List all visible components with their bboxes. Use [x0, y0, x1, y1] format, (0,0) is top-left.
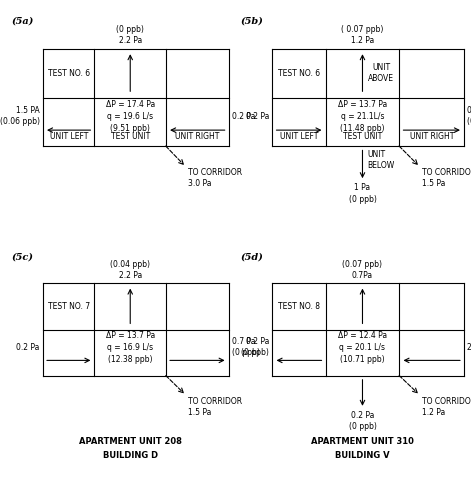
- Text: TO CORRIDOR
1.5 Pa: TO CORRIDOR 1.5 Pa: [422, 169, 471, 188]
- Text: (5c): (5c): [12, 253, 33, 262]
- Text: ΔP = 12.4 Pa
q = 20.1 L/s
(10.71 ppb): ΔP = 12.4 Pa q = 20.1 L/s (10.71 ppb): [338, 331, 387, 364]
- Text: TEST NO. 6: TEST NO. 6: [278, 69, 320, 78]
- Text: ΔP = 13.7 Pa
q = 21.1L/s
(11.48 ppb): ΔP = 13.7 Pa q = 21.1L/s (11.48 ppb): [338, 100, 387, 132]
- Text: 2.2 Pa: 2.2 Pa: [468, 343, 471, 352]
- Text: ( 0.07 ppb)
1.2 Pa: ( 0.07 ppb) 1.2 Pa: [341, 26, 384, 45]
- Text: TEST UNIT: TEST UNIT: [343, 131, 382, 141]
- Text: 0.2 Pa
(0 ppb): 0.2 Pa (0 ppb): [349, 411, 376, 431]
- Text: (0.04 ppb)
2.2 Pa: (0.04 ppb) 2.2 Pa: [110, 260, 150, 280]
- Text: 0.5 Pa
(0 ppb): 0.5 Pa (0 ppb): [468, 106, 471, 126]
- Text: APARTMENT UNIT 208: APARTMENT UNIT 208: [79, 437, 182, 446]
- Text: 0.2 Pa: 0.2 Pa: [232, 112, 255, 121]
- Text: APARTMENT UNIT 310: APARTMENT UNIT 310: [311, 437, 414, 446]
- Text: 0.2 Pa: 0.2 Pa: [246, 112, 269, 121]
- Text: (5b): (5b): [240, 16, 263, 26]
- Text: TEST NO. 8: TEST NO. 8: [278, 302, 320, 311]
- Text: (5d): (5d): [240, 253, 263, 262]
- Text: ΔP = 17.4 Pa
q = 19.6 L/s
(9.51 ppb): ΔP = 17.4 Pa q = 19.6 L/s (9.51 ppb): [106, 100, 155, 132]
- Text: 0.2 Pa: 0.2 Pa: [16, 343, 40, 352]
- Text: TEST NO. 6: TEST NO. 6: [48, 69, 90, 78]
- Text: TEST UNIT: TEST UNIT: [111, 131, 150, 141]
- Text: 0.7 Pa
(0 ppb): 0.7 Pa (0 ppb): [232, 337, 260, 357]
- Text: UNIT RIGHT: UNIT RIGHT: [409, 131, 454, 141]
- Text: UNIT RIGHT: UNIT RIGHT: [175, 131, 219, 141]
- Text: BUILDING V: BUILDING V: [335, 452, 390, 460]
- Text: BUILDING D: BUILDING D: [103, 452, 158, 460]
- Text: 1 Pa
(0 ppb): 1 Pa (0 ppb): [349, 184, 376, 203]
- Text: TEST NO. 7: TEST NO. 7: [48, 302, 90, 311]
- Text: UNIT
BELOW: UNIT BELOW: [367, 150, 394, 170]
- Text: (0 ppb)
2.2 Pa: (0 ppb) 2.2 Pa: [116, 26, 144, 45]
- Text: (0.07 ppb)
0.7Pa: (0.07 ppb) 0.7Pa: [342, 260, 382, 280]
- Text: TO CORRIDOR
3.0 Pa: TO CORRIDOR 3.0 Pa: [188, 169, 243, 188]
- Text: UNIT LEFT: UNIT LEFT: [280, 131, 318, 141]
- Text: UNIT LEFT: UNIT LEFT: [49, 131, 88, 141]
- Text: TO CORRIDOR
1.5 Pa: TO CORRIDOR 1.5 Pa: [188, 397, 243, 417]
- Text: UNIT
ABOVE: UNIT ABOVE: [368, 63, 394, 84]
- Text: (5a): (5a): [12, 16, 34, 26]
- Text: 0.2 Pa
(0 ppb): 0.2 Pa (0 ppb): [241, 337, 269, 357]
- Text: ΔP = 13.7 Pa
q = 16.9 L/s
(12.38 ppb): ΔP = 13.7 Pa q = 16.9 L/s (12.38 ppb): [106, 331, 155, 364]
- Text: 1.5 PA
(0.06 ppb): 1.5 PA (0.06 ppb): [0, 106, 40, 126]
- Text: TO CORRIDOR
1.2 Pa: TO CORRIDOR 1.2 Pa: [422, 397, 471, 417]
